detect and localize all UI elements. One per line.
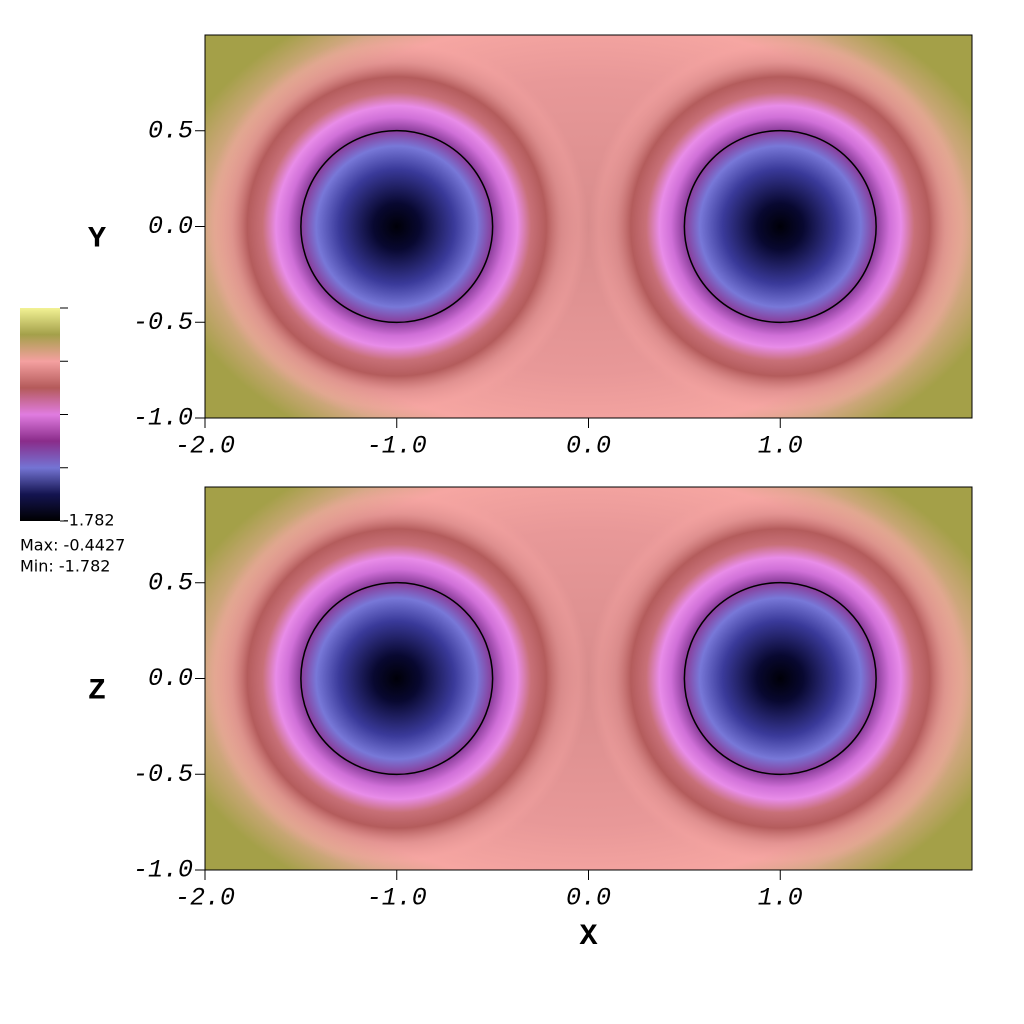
colorbar-tick-label: -1.782: [63, 511, 115, 530]
field-well: [205, 35, 589, 418]
field-well: [205, 487, 589, 870]
x-tick-label: 0.0: [566, 432, 611, 461]
colorbar: [20, 308, 60, 521]
colorbar-min: Min: -1.782: [20, 557, 110, 576]
x-tick-label: -2.0: [175, 884, 235, 913]
y-axis-title: Y: [88, 222, 106, 256]
contour: [300, 581, 494, 776]
y-tick-label: 0.5: [148, 568, 193, 597]
x-axis-title: X: [579, 920, 597, 954]
contour: [683, 581, 877, 776]
x-tick-label: -1.0: [367, 884, 427, 913]
y-tick-label: -1.0: [133, 404, 193, 433]
y-axis-title: Z: [88, 674, 106, 708]
y-tick-label: 0.5: [148, 116, 193, 145]
contour: [683, 129, 877, 324]
y-tick-label: -1.0: [133, 856, 193, 885]
x-tick-label: 1.0: [758, 884, 803, 913]
y-tick-label: 0.0: [148, 664, 193, 693]
field-well: [588, 487, 972, 870]
y-tick-label: -0.5: [133, 308, 193, 337]
contour: [300, 129, 494, 324]
heatmap: [205, 35, 972, 418]
x-tick-label: 0.0: [566, 884, 611, 913]
x-tick-label: 1.0: [758, 432, 803, 461]
x-tick-label: -2.0: [175, 432, 235, 461]
heatmap: [205, 487, 972, 870]
x-tick-label: -1.0: [367, 432, 427, 461]
colorbar-max: Max: -0.4427: [20, 536, 125, 555]
y-tick-label: -0.5: [133, 760, 193, 789]
y-tick-label: 0.0: [148, 212, 193, 241]
field-well: [588, 35, 972, 418]
